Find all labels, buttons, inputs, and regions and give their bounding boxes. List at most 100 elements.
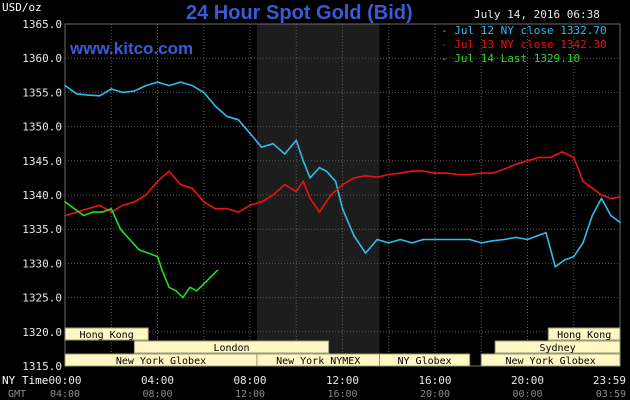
series-point <box>175 289 177 292</box>
series-point <box>122 204 124 207</box>
x-tick-label-gmt: 16:00 <box>327 389 357 400</box>
series-point <box>411 242 413 244</box>
series-point <box>249 132 251 135</box>
x-tick-label-gmt: 08:00 <box>142 389 172 400</box>
series-point <box>168 170 170 172</box>
x-axis: 00:00 04:00 08:00 12:00 16:00 20:00 23:59 04:00… <box>48 374 626 400</box>
series-point <box>492 172 494 174</box>
series-point <box>119 228 122 230</box>
series-point <box>619 196 621 198</box>
market-session-label: Hong Kong <box>557 330 611 341</box>
series-point <box>168 286 170 289</box>
series-point <box>64 201 66 203</box>
market-sessions: Hong Kong Hong Kong London Sydney New York G… <box>64 327 621 367</box>
series-point <box>145 194 147 196</box>
series-point <box>591 214 594 217</box>
series-line <box>64 201 219 299</box>
x-tick-label-gmt: 12:00 <box>235 389 265 400</box>
x-tick-label-ny: 08:00 <box>233 374 266 387</box>
series-point <box>216 269 219 272</box>
series-point <box>209 276 212 278</box>
series-point <box>182 296 184 299</box>
series-point <box>110 88 113 90</box>
series-point <box>91 211 94 213</box>
series-point <box>468 238 471 241</box>
legend-entry: - Jul 12 NY close 1332.70 <box>441 24 607 37</box>
series-point <box>600 197 603 200</box>
series-point <box>128 238 131 241</box>
x-tick-label-gmt: 20:00 <box>420 389 450 400</box>
y-axis: 1365.0 1360.0 1355.0 1350.0 1345.0 1340.0 1335… <box>22 18 62 373</box>
series-point <box>302 180 304 183</box>
series-point <box>376 176 378 179</box>
y-tick-label: 1335.0 <box>22 223 62 236</box>
market-session-label: New York Globex <box>505 356 595 367</box>
series-point <box>101 211 103 213</box>
series-point <box>196 289 198 292</box>
series-point <box>156 255 159 258</box>
series-point <box>75 211 78 213</box>
series-point <box>318 166 321 169</box>
chart-date: July 14, 2016 06:38 <box>474 8 600 21</box>
series-point <box>133 201 136 203</box>
series-point <box>145 84 147 87</box>
series-point <box>283 183 286 186</box>
series-point <box>156 81 159 83</box>
series-point <box>189 286 191 289</box>
series-point <box>147 252 150 254</box>
series-point <box>237 211 240 213</box>
series-point <box>609 214 612 217</box>
series-point <box>272 142 274 145</box>
series-point <box>226 207 228 210</box>
y-tick-label: 1320.0 <box>22 326 62 339</box>
y-tick-label: 1365.0 <box>22 18 62 31</box>
series-point <box>341 207 344 210</box>
series-point <box>73 207 76 210</box>
series-point <box>161 269 163 272</box>
series-point <box>387 173 390 176</box>
series-point <box>503 238 506 241</box>
market-session-label: New York NYMEX <box>276 356 360 367</box>
series-point <box>609 197 612 200</box>
market-session-box <box>494 340 621 354</box>
series-point <box>191 84 193 87</box>
series-point <box>318 211 321 213</box>
website-link[interactable]: www.kitco.com <box>69 39 193 58</box>
series-point <box>75 92 78 95</box>
series-point <box>98 95 101 97</box>
y-tick-label: 1350.0 <box>22 121 62 134</box>
series-point <box>549 156 552 159</box>
series-point <box>364 175 367 177</box>
series-point <box>82 214 85 217</box>
ny-time-label: NY Time <box>2 374 48 387</box>
series-point <box>64 84 66 87</box>
series-point <box>411 170 413 172</box>
x-tick-label-ny: 23:59 <box>593 374 626 387</box>
y-tick-label: 1360.0 <box>22 52 62 65</box>
series-point <box>110 207 113 210</box>
market-session-label: Hong Kong <box>80 330 134 341</box>
series-point <box>87 207 89 210</box>
series-point <box>353 177 355 179</box>
series-point <box>237 118 240 121</box>
series-point <box>302 160 304 162</box>
series-point <box>122 91 124 94</box>
series-point <box>179 81 182 83</box>
series-point <box>330 194 332 196</box>
y-tick-label: 1355.0 <box>22 86 62 99</box>
market-session-label: NY Globex <box>398 356 452 367</box>
legend-entry: - Jul 13 NY close 1342.30 <box>441 38 607 51</box>
series-point <box>399 238 402 241</box>
x-tick-label-ny: 04:00 <box>141 374 174 387</box>
series-point <box>179 183 182 186</box>
series-point <box>619 221 621 224</box>
series-point <box>480 242 483 244</box>
series-point <box>572 156 575 159</box>
series-point <box>202 91 205 94</box>
series-point <box>283 153 286 155</box>
series-point <box>600 194 603 196</box>
market-session-label: London <box>213 343 249 354</box>
y-axis-unit: USD/oz <box>2 1 42 14</box>
series-point <box>492 240 494 242</box>
